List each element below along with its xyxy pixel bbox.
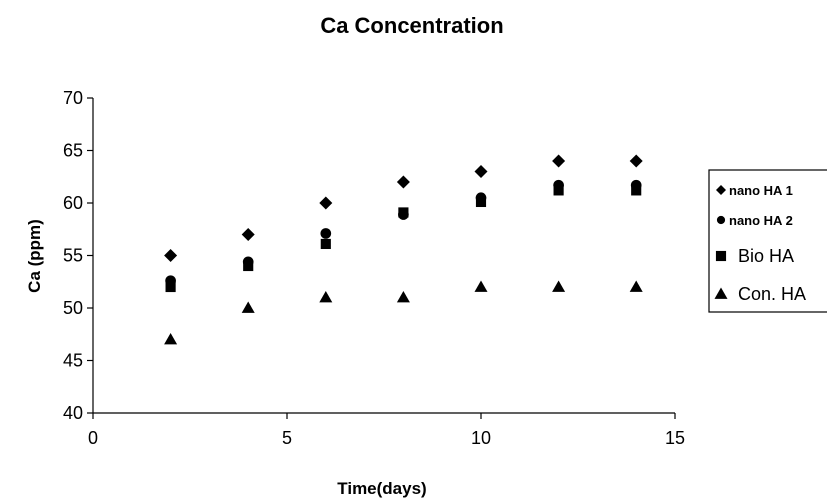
data-point-square xyxy=(165,281,176,293)
data-point-diamond xyxy=(474,165,488,178)
legend-marker-circle xyxy=(716,215,726,225)
y-tick-label: 40 xyxy=(63,403,83,423)
data-point-circle xyxy=(320,228,332,239)
legend-entry-label: Con. HA xyxy=(738,284,806,304)
y-tick-label: 55 xyxy=(63,246,83,266)
legend-marker-triangle xyxy=(714,287,728,299)
x-tick-label: 0 xyxy=(88,428,98,448)
data-point-square xyxy=(243,260,254,272)
legend-marker-square xyxy=(715,250,727,262)
data-point-square xyxy=(398,207,409,218)
data-point-diamond xyxy=(629,154,643,168)
data-point-diamond xyxy=(552,154,566,168)
legend-entry-label: nano HA 1 xyxy=(729,183,793,198)
y-tick-label: 50 xyxy=(63,298,83,318)
x-tick-label: 10 xyxy=(471,428,491,448)
legend-marker-diamond xyxy=(716,185,726,195)
data-point-triangle xyxy=(164,333,178,345)
data-point-square xyxy=(320,238,331,250)
x-tick-label: 15 xyxy=(665,428,685,448)
y-tick-label: 70 xyxy=(63,88,83,108)
data-point-diamond xyxy=(164,249,178,262)
legend: nano HA 1 nano HA 2 Bio HA Con. HA xyxy=(708,169,827,313)
data-point-triangle xyxy=(396,291,410,303)
y-axis-label: Ca (ppm) xyxy=(25,219,44,293)
x-axis-label: Time(days) xyxy=(337,479,426,498)
data-points xyxy=(164,154,643,345)
legend-entry-label: Bio HA xyxy=(738,246,794,266)
x-tick-label: 5 xyxy=(282,428,292,448)
legend-entry-label: nano HA 2 xyxy=(729,213,793,228)
y-tick-label: 65 xyxy=(63,141,83,161)
data-point-triangle xyxy=(629,280,643,292)
y-tick-label: 60 xyxy=(63,193,83,213)
data-point-diamond xyxy=(319,196,333,210)
data-point-square xyxy=(553,185,564,196)
data-point-diamond xyxy=(396,175,410,189)
axes xyxy=(87,97,676,419)
data-point-diamond xyxy=(241,228,255,241)
data-point-square xyxy=(631,185,642,196)
data-point-triangle xyxy=(552,280,566,292)
data-point-triangle xyxy=(319,291,333,303)
y-tick-label: 45 xyxy=(63,351,83,371)
data-point-square xyxy=(475,196,487,208)
chart-title: Ca Concentration xyxy=(320,13,503,38)
tick-labels: 40 45 50 55 60 65 70 0 5 10 15 xyxy=(63,88,685,448)
legend-box xyxy=(708,169,827,313)
data-point-triangle xyxy=(241,301,255,313)
data-point-triangle xyxy=(474,280,488,292)
